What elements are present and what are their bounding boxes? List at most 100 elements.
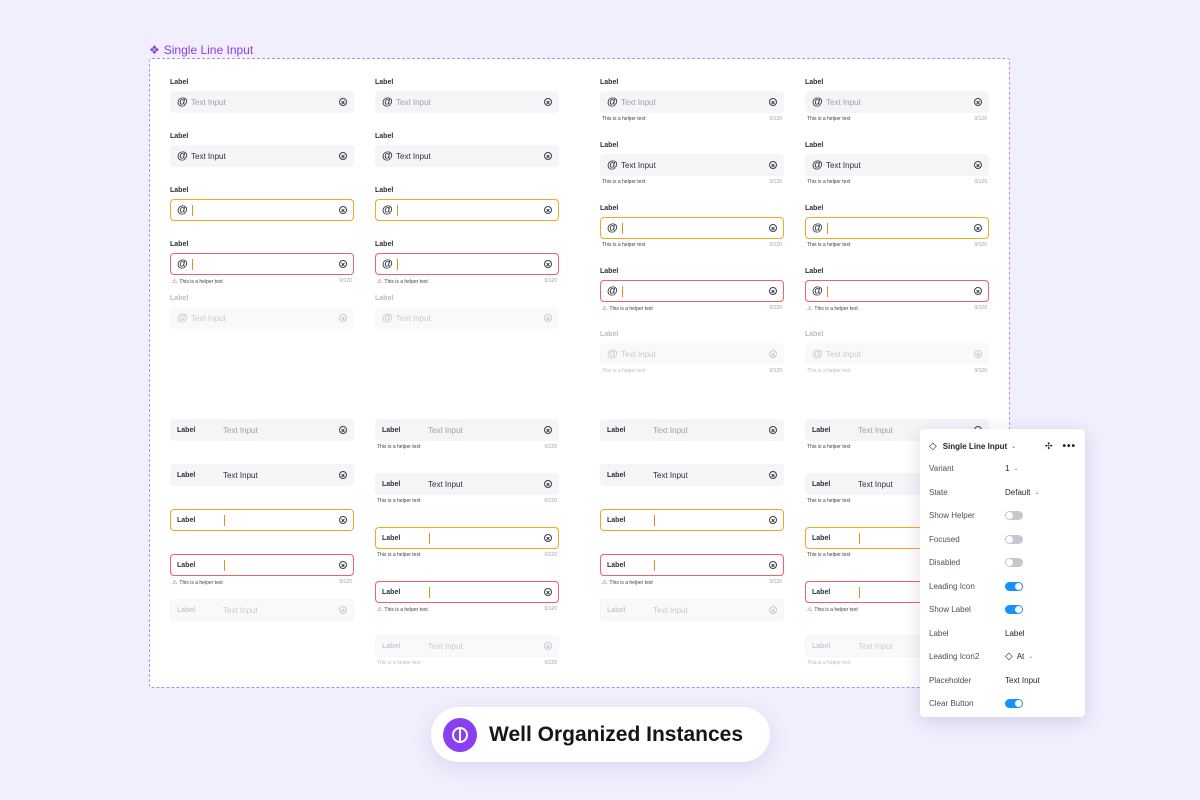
clear-icon[interactable] bbox=[544, 206, 552, 214]
toggle-switch[interactable] bbox=[1005, 605, 1023, 615]
property-value[interactable] bbox=[1005, 558, 1023, 568]
clear-icon[interactable] bbox=[544, 534, 552, 542]
property-row: Show Helper bbox=[929, 504, 1076, 528]
text-input[interactable]: Label Text Input bbox=[375, 473, 559, 495]
text-input[interactable]: Label Text Input bbox=[600, 464, 784, 486]
toggle-switch[interactable] bbox=[1005, 534, 1023, 544]
char-counter: 0/120 bbox=[769, 305, 782, 311]
property-value[interactable] bbox=[1005, 699, 1023, 709]
property-value[interactable]: Default ⌄ bbox=[1005, 488, 1039, 497]
clear-icon[interactable] bbox=[339, 516, 347, 524]
text-input[interactable]: @ Text Input bbox=[170, 145, 354, 167]
chevron-down-icon[interactable]: ⌄ bbox=[1028, 654, 1034, 661]
clear-icon[interactable] bbox=[544, 314, 552, 322]
clear-icon[interactable] bbox=[974, 161, 982, 169]
clear-icon[interactable] bbox=[769, 98, 777, 106]
text-input[interactable]: Label Text Input bbox=[600, 599, 784, 621]
text-input[interactable]: @ Text Input bbox=[600, 91, 784, 113]
text-input[interactable]: @ Text Input bbox=[805, 343, 989, 365]
clear-icon[interactable] bbox=[339, 471, 347, 479]
text-input[interactable]: @ bbox=[600, 280, 784, 302]
clear-icon[interactable] bbox=[339, 426, 347, 434]
clear-icon[interactable] bbox=[769, 287, 777, 295]
clear-icon[interactable] bbox=[544, 588, 552, 596]
text-input[interactable]: @ bbox=[805, 217, 989, 239]
clear-icon[interactable] bbox=[544, 152, 552, 160]
at-icon: @ bbox=[607, 348, 618, 360]
chevron-down-icon[interactable]: ⌄ bbox=[1011, 443, 1017, 450]
text-input[interactable]: Label bbox=[170, 554, 354, 576]
toggle-switch[interactable] bbox=[1005, 511, 1023, 521]
component-icon: ❖ bbox=[149, 43, 160, 57]
input-value: Text Input bbox=[396, 151, 431, 161]
clear-icon[interactable] bbox=[339, 206, 347, 214]
chevron-down-icon[interactable]: ⌄ bbox=[1034, 489, 1040, 496]
text-input[interactable]: Label Text Input bbox=[170, 464, 354, 486]
toggle-switch[interactable] bbox=[1005, 558, 1023, 568]
text-input[interactable]: @ Text Input bbox=[805, 154, 989, 176]
property-value[interactable] bbox=[1005, 581, 1023, 591]
text-input[interactable]: @ Text Input bbox=[375, 307, 559, 329]
clear-icon[interactable] bbox=[769, 471, 777, 479]
text-input[interactable]: Label Text Input bbox=[170, 419, 354, 441]
clear-icon[interactable] bbox=[769, 426, 777, 434]
clear-icon[interactable] bbox=[339, 260, 347, 268]
clear-icon[interactable] bbox=[339, 152, 347, 160]
text-input[interactable]: Label bbox=[375, 527, 559, 549]
clear-icon[interactable] bbox=[769, 161, 777, 169]
clear-icon[interactable] bbox=[974, 224, 982, 232]
clear-icon[interactable] bbox=[339, 98, 347, 106]
text-input[interactable]: Label Text Input bbox=[375, 419, 559, 441]
clear-icon[interactable] bbox=[339, 606, 347, 614]
text-input[interactable]: @ bbox=[805, 280, 989, 302]
clear-icon[interactable] bbox=[769, 224, 777, 232]
clear-icon[interactable] bbox=[769, 561, 777, 569]
property-value[interactable]: 1 ⌄ bbox=[1005, 464, 1018, 473]
text-input[interactable]: Label bbox=[600, 554, 784, 576]
clear-icon[interactable] bbox=[544, 98, 552, 106]
clear-icon[interactable] bbox=[769, 606, 777, 614]
text-input[interactable]: Label bbox=[600, 509, 784, 531]
property-value[interactable]: Text Input bbox=[1005, 676, 1040, 685]
text-input[interactable]: @ Text Input bbox=[805, 91, 989, 113]
text-input[interactable]: @ Text Input bbox=[170, 91, 354, 113]
clear-icon[interactable] bbox=[339, 561, 347, 569]
text-input[interactable]: Label Text Input bbox=[375, 635, 559, 657]
text-input[interactable]: @ Text Input bbox=[375, 91, 559, 113]
text-input[interactable]: Label Text Input bbox=[170, 599, 354, 621]
clear-icon[interactable] bbox=[974, 287, 982, 295]
input-value: Text Input bbox=[858, 479, 893, 489]
clear-icon[interactable] bbox=[769, 350, 777, 358]
text-input[interactable]: @ bbox=[375, 199, 559, 221]
component-icon[interactable]: ✣ bbox=[1044, 440, 1053, 451]
text-input[interactable]: Label bbox=[170, 509, 354, 531]
more-icon[interactable]: ••• bbox=[1062, 440, 1076, 452]
clear-icon[interactable] bbox=[544, 642, 552, 650]
property-value[interactable] bbox=[1005, 534, 1023, 544]
text-input[interactable]: @ Text Input bbox=[600, 343, 784, 365]
property-value[interactable]: ◇ At ⌄ bbox=[1005, 651, 1033, 662]
text-input[interactable]: Label Text Input bbox=[600, 419, 784, 441]
panel-header: ◇ Single Line Input ⌄ ✣ ••• bbox=[929, 435, 1076, 457]
text-input[interactable]: @ bbox=[170, 199, 354, 221]
clear-icon[interactable] bbox=[544, 260, 552, 268]
clear-icon[interactable] bbox=[974, 350, 982, 358]
clear-icon[interactable] bbox=[544, 426, 552, 434]
text-input[interactable]: @ Text Input bbox=[375, 145, 559, 167]
text-input[interactable]: @ Text Input bbox=[600, 154, 784, 176]
toggle-switch[interactable] bbox=[1005, 699, 1023, 709]
chevron-down-icon[interactable]: ⌄ bbox=[1013, 466, 1019, 473]
property-value[interactable]: Label bbox=[1005, 629, 1025, 638]
clear-icon[interactable] bbox=[974, 98, 982, 106]
text-input[interactable]: @ bbox=[170, 253, 354, 275]
clear-icon[interactable] bbox=[769, 516, 777, 524]
property-value[interactable] bbox=[1005, 511, 1023, 521]
clear-icon[interactable] bbox=[339, 314, 347, 322]
text-input[interactable]: Label bbox=[375, 581, 559, 603]
text-input[interactable]: @ bbox=[600, 217, 784, 239]
property-value[interactable] bbox=[1005, 605, 1023, 615]
toggle-switch[interactable] bbox=[1005, 581, 1023, 591]
text-input[interactable]: @ Text Input bbox=[170, 307, 354, 329]
text-input[interactable]: @ bbox=[375, 253, 559, 275]
clear-icon[interactable] bbox=[544, 480, 552, 488]
